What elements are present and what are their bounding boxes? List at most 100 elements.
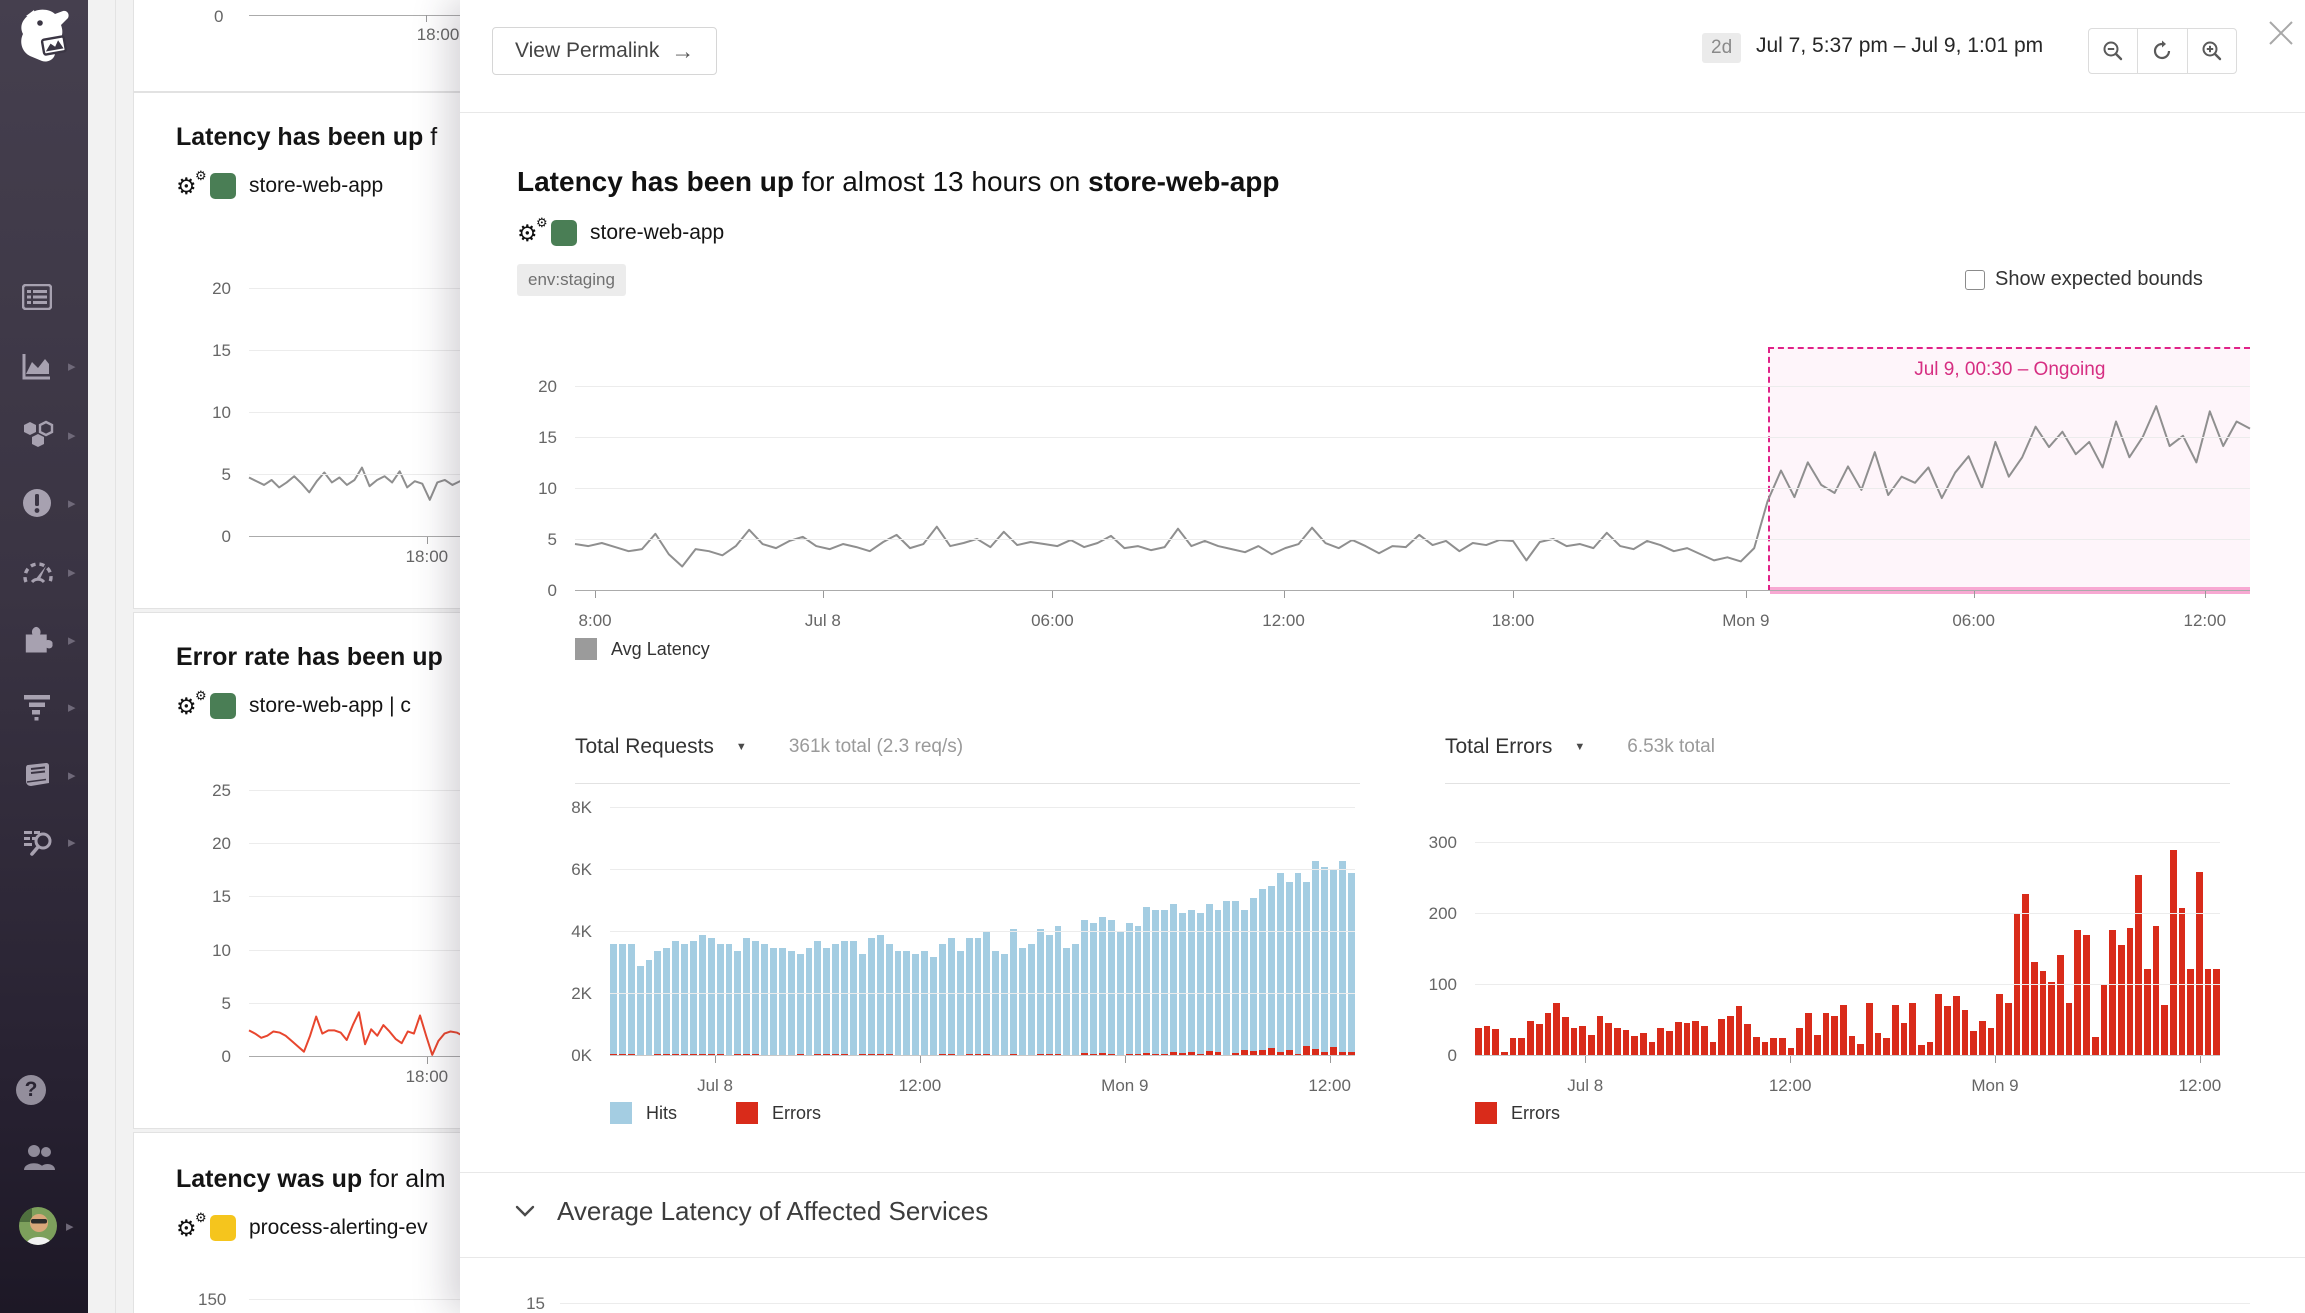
axis-tick-label: 15 <box>526 1294 545 1313</box>
bg-card-latency[interactable]: Latency has been up f ⚙ ⚙ store-web-app 2… <box>133 92 476 609</box>
axis-tick-label: 20 <box>212 834 231 854</box>
bar <box>1761 1041 1769 1056</box>
axis-tick-label: 20 <box>538 376 557 396</box>
dropdown-caret-icon[interactable]: ▼ <box>735 741 747 753</box>
monitor-row: ⚙ ⚙ store-web-app | c <box>176 687 411 719</box>
sidebar-item-integrations[interactable]: ▸ <box>0 616 88 664</box>
bar-series <box>610 790 1355 1056</box>
bar <box>1987 1027 1995 1056</box>
close-button[interactable] <box>2266 18 2296 48</box>
bar <box>1330 870 1338 1056</box>
bar <box>1501 1052 1508 1056</box>
axis-tick <box>2204 591 2206 598</box>
zoom-in-button[interactable] <box>2186 29 2236 73</box>
error-bar <box>876 1053 884 1056</box>
sidebar-item-help[interactable]: ? <box>0 1066 88 1114</box>
sidebar-item-dashboards[interactable] <box>0 273 88 321</box>
bar <box>1909 1002 1917 1056</box>
sidebar-item-logs[interactable]: ▸ <box>0 818 88 866</box>
bar <box>1483 1026 1491 1056</box>
sidebar-item-monitors[interactable]: ▸ <box>0 479 88 527</box>
bar <box>930 956 937 1056</box>
axis-line <box>1475 1055 2220 1056</box>
bar <box>1839 1004 1847 1056</box>
bar <box>1944 1006 1951 1056</box>
axis-tick-label: 0K <box>571 1046 592 1065</box>
zoom-out-button[interactable] <box>2089 29 2137 73</box>
axis-tick-label: 12:00 <box>2183 611 2227 630</box>
error-bar <box>1187 1052 1195 1056</box>
sidebar-item-user-avatar[interactable]: ▸ <box>0 1202 88 1250</box>
grid-line <box>249 790 475 792</box>
bar <box>1276 873 1284 1056</box>
sidebar-item-apm[interactable]: ▸ <box>0 548 88 596</box>
monitor-row: ⚙ ⚙ store-web-app <box>517 216 724 246</box>
bar <box>956 950 964 1056</box>
chevron-right-icon: ▸ <box>68 494 76 512</box>
sidebar-item-metrics[interactable]: ▸ <box>0 342 88 390</box>
bar <box>1813 1034 1821 1056</box>
bar <box>2196 871 2203 1056</box>
bar <box>787 950 795 1056</box>
total-requests-title: Total Requests <box>575 735 714 758</box>
refresh-button[interactable] <box>2137 29 2186 73</box>
bar <box>1535 1024 1543 1056</box>
axis-line <box>249 15 475 16</box>
bar <box>1718 1019 1725 1056</box>
affected-services-section-header[interactable]: Average Latency of Affected Services <box>515 1196 988 1227</box>
bar <box>1072 944 1080 1056</box>
error-bar <box>1303 1046 1311 1056</box>
bar <box>2091 1036 2099 1056</box>
env-staging-tag[interactable]: env:staging <box>517 264 626 296</box>
chevron-right-icon: ▸ <box>68 766 76 784</box>
bar <box>1952 995 1960 1056</box>
y-axis-labels: 25 20 15 10 5 0 <box>134 773 239 1066</box>
axis-tick-label: 18:00 <box>416 25 460 44</box>
bar <box>1152 910 1160 1056</box>
grid-line <box>249 843 475 845</box>
bar <box>2126 928 2134 1056</box>
legend-swatch-hits <box>610 1102 632 1124</box>
people-icon <box>24 1145 55 1170</box>
metrics-chart-icon <box>22 354 50 380</box>
total-errors-header: Total Errors ▼ 6.53k total <box>1445 735 1715 759</box>
error-bar <box>1312 1049 1320 1056</box>
bar <box>1285 882 1293 1056</box>
bar <box>1640 1033 1647 1056</box>
error-bar <box>1285 1050 1293 1056</box>
sidebar-item-org[interactable] <box>0 1133 88 1181</box>
bar <box>1753 1036 1760 1056</box>
card-title: Error rate has been up <box>176 643 443 671</box>
bar <box>645 959 653 1056</box>
grid-line <box>575 538 2250 540</box>
bar <box>707 938 715 1056</box>
dropdown-caret-icon[interactable]: ▼ <box>1574 741 1586 753</box>
axis-tick <box>1790 1056 1792 1063</box>
page-column-divider <box>115 0 116 1313</box>
axis-tick-label: 100 <box>1428 975 1457 995</box>
show-expected-bounds-control[interactable]: Show expected bounds <box>1965 268 2203 291</box>
bar <box>1605 1022 1612 1056</box>
error-bar <box>1098 1053 1106 1056</box>
bar <box>1587 1034 1595 1056</box>
sidebar-item-notebooks[interactable]: ▸ <box>0 751 88 799</box>
checkbox-unchecked-icon[interactable] <box>1965 269 1985 290</box>
bg-card-latency-was-up[interactable]: Latency was up for alm ⚙ ⚙ process-alerti… <box>133 1132 476 1313</box>
monitor-detail-modal: View Permalink → 2d Jul 7, 5:37 pm – Jul… <box>460 0 2305 1313</box>
bar <box>1214 910 1222 1056</box>
datadog-logo-icon[interactable] <box>14 6 74 68</box>
bg-card-error-rate[interactable]: Error rate has been up ⚙ ⚙ store-web-app … <box>133 612 476 1129</box>
axis-tick-label: 15 <box>538 427 557 447</box>
divider <box>460 1257 2305 1258</box>
axis-tick <box>426 537 428 544</box>
sidebar-item-pipelines[interactable]: ▸ <box>0 683 88 731</box>
view-permalink-button[interactable]: View Permalink → <box>492 27 718 75</box>
sidebar-item-infrastructure[interactable]: ▸ <box>0 411 88 459</box>
grid-line <box>249 288 475 290</box>
chevron-right-icon: ▸ <box>68 833 76 851</box>
pipeline-bars-icon <box>24 695 50 721</box>
bar <box>2039 970 2047 1056</box>
axis-tick-label: 0 <box>221 527 231 546</box>
bar <box>947 938 955 1056</box>
axis-tick-label: 4K <box>571 922 592 941</box>
